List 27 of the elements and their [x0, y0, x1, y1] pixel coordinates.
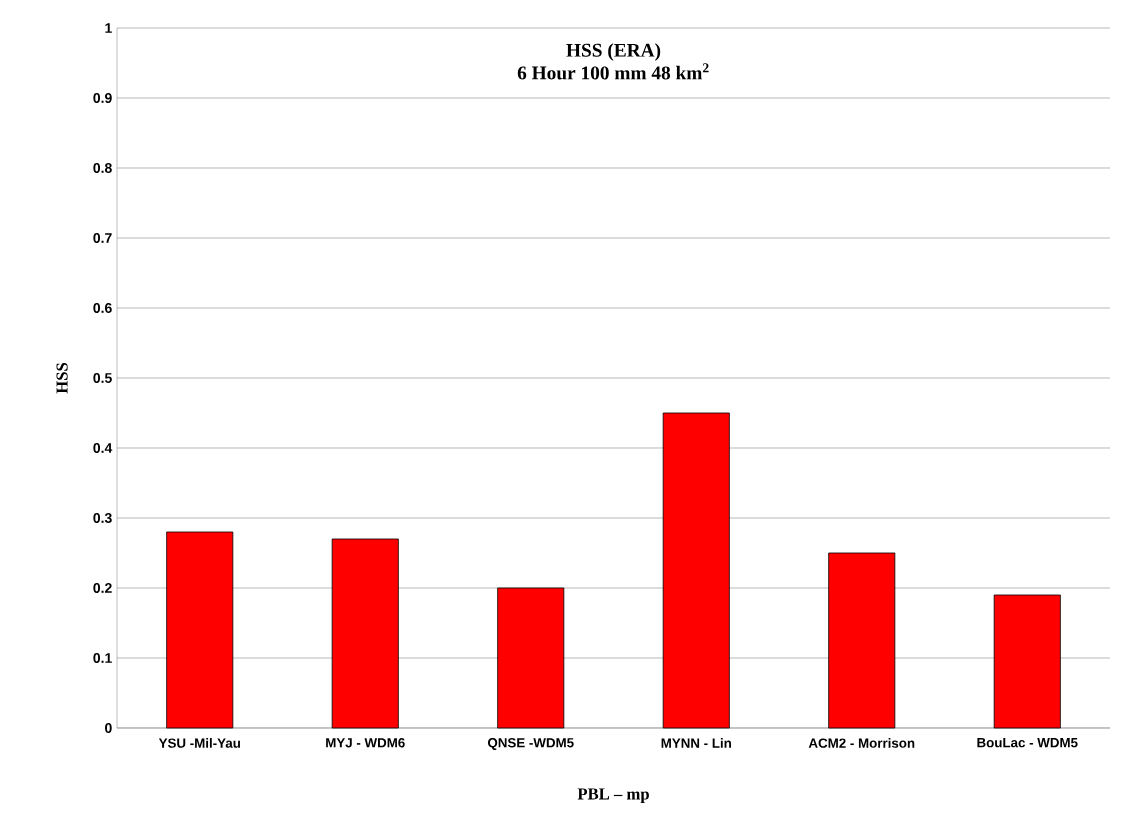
y-tick-label: 0.9: [93, 93, 112, 103]
y-tick-label: 0.2: [93, 583, 112, 593]
bar: [166, 531, 234, 729]
bar: [993, 594, 1061, 729]
text: HSS (ERA): [566, 43, 661, 61]
bar: [828, 552, 896, 729]
y-tick-label: 0.5: [93, 373, 112, 383]
x-tick-label: BouLac - WDM5: [977, 738, 1078, 748]
x-tick-label: YSU -Mil-Yau: [158, 738, 241, 748]
y-tick-label: 0.4: [93, 443, 113, 453]
y-tick-label: 1: [105, 23, 112, 33]
y-axis-title: HSS: [56, 362, 68, 394]
y-tick-label: 0.6: [93, 303, 112, 313]
x-axis-title: PBL – mp: [577, 788, 649, 803]
bar: [331, 538, 399, 729]
text: 6 Hour 100 mm 48 km$^{2}$: [517, 63, 709, 80]
y-tick-label: 0.3: [93, 513, 112, 523]
x-tick-label: ACM2 - Morrison: [808, 738, 915, 748]
y-tick-label: 0.1: [93, 653, 112, 663]
x-tick-label: MYNN - Lin: [661, 738, 731, 748]
x-tick-label: MYJ - WDM6: [326, 738, 405, 748]
bar: [497, 587, 565, 729]
bar: [662, 412, 730, 729]
y-tick-label: 0.7: [93, 233, 112, 243]
y-tick-label: 0.8: [93, 163, 112, 173]
y-tick-label: 0: [105, 723, 112, 733]
x-tick-label: QNSE -WDM5: [487, 738, 574, 750]
